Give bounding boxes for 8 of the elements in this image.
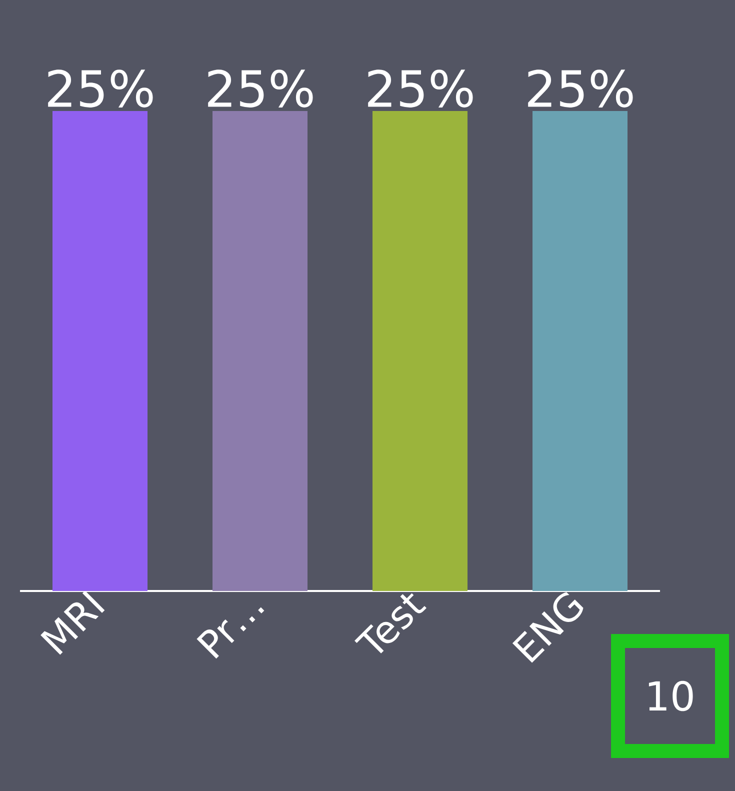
data-label: 25% (368, 70, 473, 108)
text: 10 (648, 680, 693, 712)
x-tick-label: Test (354, 593, 426, 654)
data-label: 25% (528, 70, 633, 108)
data-label: 25% (208, 70, 313, 108)
x-tick-label: Pr… (196, 607, 264, 659)
data-label: 25% (48, 70, 153, 108)
x-tick-label: MRI (40, 590, 105, 655)
